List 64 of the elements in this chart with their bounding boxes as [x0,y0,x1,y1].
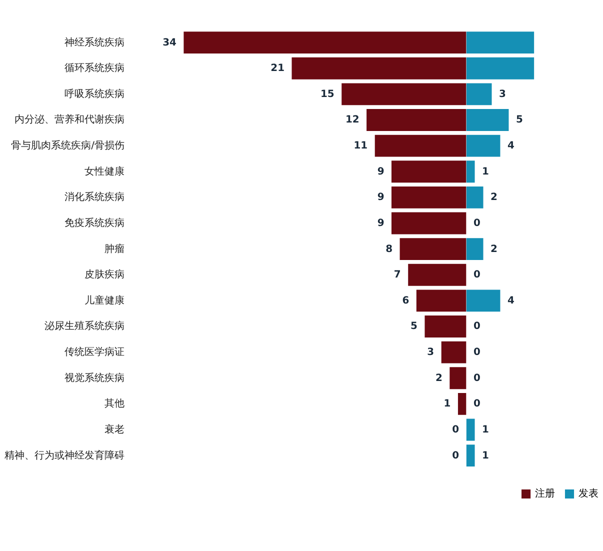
y-tick-label: 其他 [104,398,124,410]
data-label: 0 [474,321,481,332]
y-tick-label: 骨与肌肉系统疾病/骨损伤 [11,140,124,152]
data-label: 15 [320,88,334,100]
data-label: 7 [394,270,401,281]
data-label: 1 [482,450,490,462]
data-label: 3 [427,347,434,358]
data-label: 9 [377,218,384,229]
data-label: 6 [402,295,410,306]
y-tick-label: 视觉系统疾病 [64,372,124,384]
y-tick-label: 呼吸系统疾病 [64,88,124,100]
legend-label: 发表 [578,488,599,500]
data-label: 34 [162,37,177,48]
y-tick-label: 循环系统疾病 [64,62,124,74]
data-label: 8 [386,244,393,255]
data-label: 12 [345,114,360,126]
data-label: 1 [482,424,490,436]
y-tick-label: 免疫系统疾病 [64,216,124,229]
y-tick-label: 衰老 [104,423,124,436]
data-label: 9 [377,192,384,204]
bar [466,186,484,208]
data-label: 2 [435,372,442,384]
data-label: 1 [482,166,490,178]
y-tick-label: 女性健康 [84,165,124,178]
data-label: 9 [377,166,384,178]
data-label: 4 [507,295,514,306]
y-tick-label: 内分泌、营养和代谢疾病 [14,114,124,126]
y-tick-label: 传统医学病证 [64,346,124,358]
data-label: 3 [498,88,506,100]
y-tick-label: 消化系统疾病 [64,191,124,204]
data-label: 0 [474,218,481,229]
bar [458,392,466,415]
data-label: 0 [452,424,460,436]
data-label: 2 [490,244,498,255]
bar [424,316,466,338]
bar [466,32,534,54]
bar [466,160,475,183]
y-tick-label: 肿瘤 [104,242,124,255]
data-label: 11 [354,140,368,152]
bar [450,367,466,390]
data-label: 0 [474,398,481,410]
bar [466,418,475,441]
y-tick-label: 泌尿生殖系统疾病 [44,320,124,332]
data-label: 0 [474,347,481,358]
bar [408,264,466,286]
bar [441,341,466,364]
legend-label: 注册 [535,488,556,500]
bar [391,212,466,234]
data-label: 0 [474,270,481,281]
y-tick-label: 皮肤疾病 [84,268,124,281]
data-label: 2 [490,192,498,204]
data-label: 1 [444,398,451,410]
data-label: 0 [452,450,460,462]
y-tick-label: 精神、行为或神经发育障碍 [4,449,124,462]
data-label: 0 [474,372,481,384]
data-label: 4 [507,140,514,152]
y-tick-label: 儿童健康 [84,294,124,306]
data-label: 5 [516,114,523,126]
data-label: 5 [410,321,418,332]
bar [466,444,475,467]
bar [466,238,484,260]
y-tick-label: 神经系统疾病 [64,36,124,48]
bar [466,83,492,106]
data-label: 21 [270,63,285,74]
